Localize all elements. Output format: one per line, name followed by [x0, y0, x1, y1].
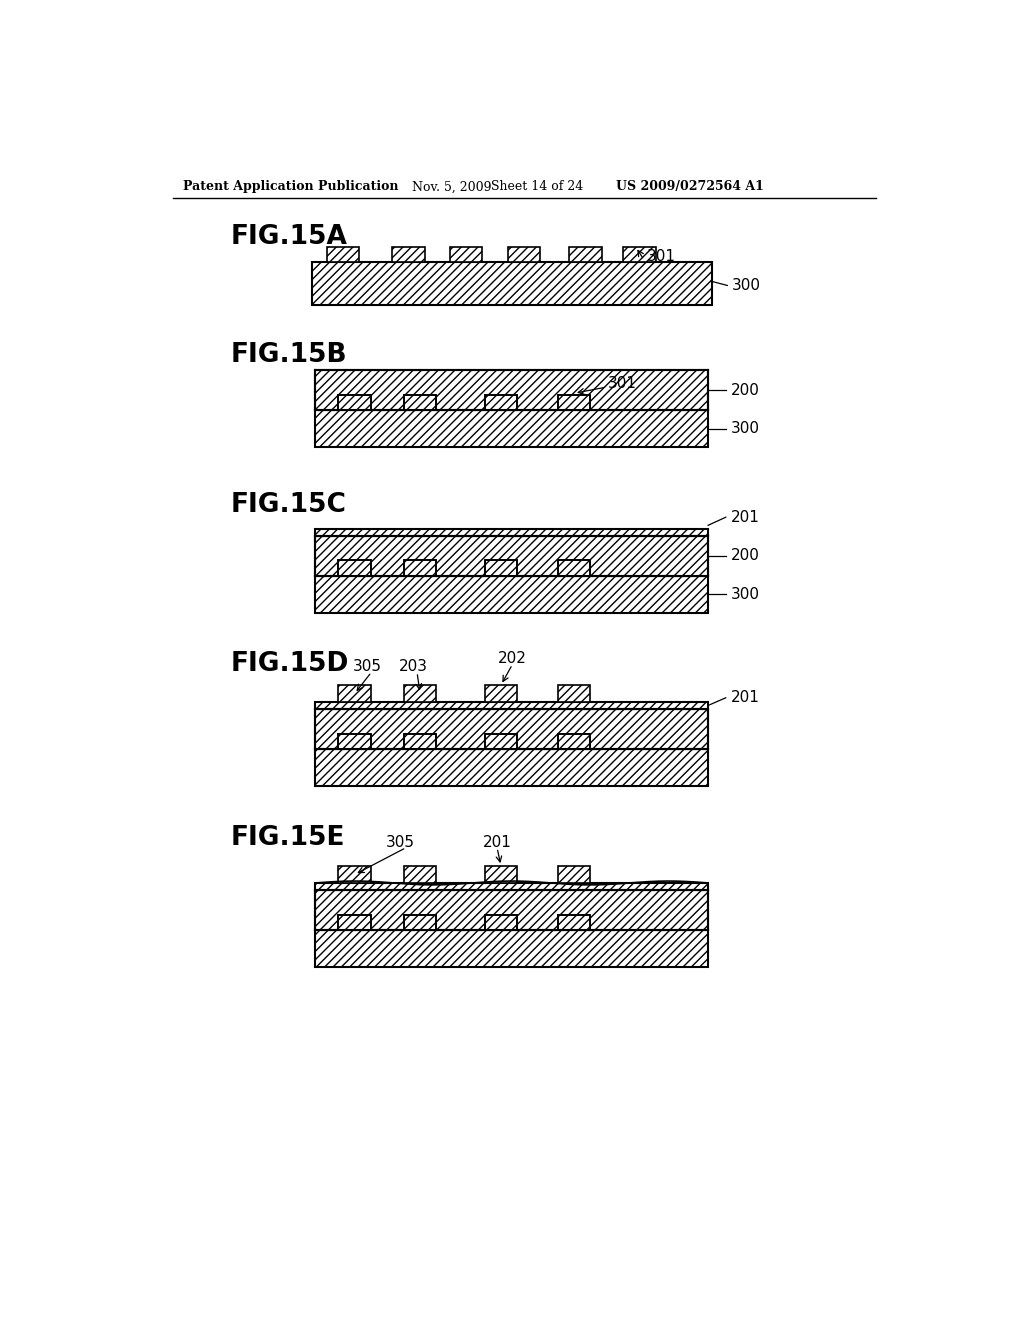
- Bar: [315, 411, 708, 447]
- Text: 305: 305: [353, 659, 382, 675]
- Bar: [403, 915, 436, 929]
- Bar: [569, 247, 602, 263]
- Bar: [339, 915, 371, 929]
- Bar: [558, 560, 590, 576]
- Bar: [315, 529, 708, 536]
- Bar: [484, 685, 517, 702]
- Bar: [484, 395, 517, 411]
- Bar: [558, 915, 590, 929]
- Bar: [624, 247, 655, 263]
- Bar: [451, 247, 482, 263]
- Text: Patent Application Publication: Patent Application Publication: [183, 181, 398, 194]
- Bar: [558, 395, 590, 411]
- Bar: [403, 685, 436, 702]
- Bar: [403, 560, 436, 576]
- Bar: [484, 734, 517, 748]
- Bar: [339, 915, 371, 929]
- Bar: [558, 734, 590, 748]
- Text: 301: 301: [608, 376, 637, 391]
- Bar: [315, 748, 708, 785]
- Bar: [558, 395, 590, 411]
- Text: 300: 300: [732, 279, 761, 293]
- Bar: [403, 734, 436, 748]
- Text: 201: 201: [730, 690, 759, 705]
- Bar: [558, 866, 590, 883]
- Bar: [484, 915, 517, 929]
- Bar: [339, 685, 371, 702]
- Text: FIG.15A: FIG.15A: [230, 224, 347, 249]
- Bar: [403, 560, 436, 576]
- Bar: [339, 915, 371, 929]
- Bar: [403, 866, 436, 883]
- Bar: [484, 915, 517, 929]
- Text: 200: 200: [730, 383, 759, 397]
- Text: 300: 300: [730, 586, 760, 602]
- Bar: [315, 890, 708, 929]
- Bar: [339, 395, 371, 411]
- Text: 200: 200: [730, 548, 759, 564]
- Bar: [484, 915, 517, 929]
- Text: 305: 305: [386, 834, 415, 850]
- Bar: [315, 929, 708, 966]
- Text: 201: 201: [730, 510, 759, 525]
- Bar: [315, 709, 708, 748]
- Bar: [339, 734, 371, 748]
- Bar: [484, 734, 517, 748]
- Text: 202: 202: [498, 651, 527, 667]
- Bar: [311, 263, 712, 305]
- Bar: [403, 395, 436, 411]
- Bar: [484, 560, 517, 576]
- Bar: [403, 560, 436, 576]
- Bar: [339, 395, 371, 411]
- Bar: [558, 915, 590, 929]
- Bar: [315, 370, 708, 411]
- Bar: [403, 395, 436, 411]
- Bar: [558, 734, 590, 748]
- Bar: [484, 395, 517, 411]
- Bar: [484, 866, 517, 883]
- Text: Sheet 14 of 24: Sheet 14 of 24: [490, 181, 584, 194]
- Bar: [339, 560, 371, 576]
- Text: 300: 300: [730, 421, 760, 436]
- Bar: [484, 395, 517, 411]
- Bar: [484, 560, 517, 576]
- Bar: [315, 702, 708, 709]
- Bar: [558, 734, 590, 748]
- Text: 301: 301: [646, 248, 676, 264]
- Bar: [558, 560, 590, 576]
- Bar: [484, 560, 517, 576]
- Bar: [339, 734, 371, 748]
- Bar: [558, 915, 590, 929]
- Bar: [403, 395, 436, 411]
- Bar: [339, 866, 371, 883]
- Bar: [508, 247, 541, 263]
- Bar: [315, 536, 708, 576]
- Text: FIG.15C: FIG.15C: [230, 492, 346, 517]
- Bar: [403, 734, 436, 748]
- Bar: [327, 247, 359, 263]
- Text: 203: 203: [398, 659, 428, 675]
- Bar: [403, 734, 436, 748]
- Text: Nov. 5, 2009: Nov. 5, 2009: [412, 181, 492, 194]
- Bar: [315, 883, 708, 890]
- Bar: [339, 734, 371, 748]
- Bar: [403, 915, 436, 929]
- Text: 201: 201: [482, 834, 512, 850]
- Bar: [339, 560, 371, 576]
- Bar: [558, 395, 590, 411]
- Bar: [339, 395, 371, 411]
- Bar: [339, 560, 371, 576]
- Text: FIG.15D: FIG.15D: [230, 651, 349, 677]
- Text: US 2009/0272564 A1: US 2009/0272564 A1: [615, 181, 764, 194]
- Bar: [558, 560, 590, 576]
- Bar: [392, 247, 425, 263]
- Bar: [315, 576, 708, 612]
- Bar: [558, 685, 590, 702]
- Text: FIG.15E: FIG.15E: [230, 825, 345, 850]
- Bar: [403, 915, 436, 929]
- Text: FIG.15B: FIG.15B: [230, 342, 347, 368]
- Bar: [484, 734, 517, 748]
